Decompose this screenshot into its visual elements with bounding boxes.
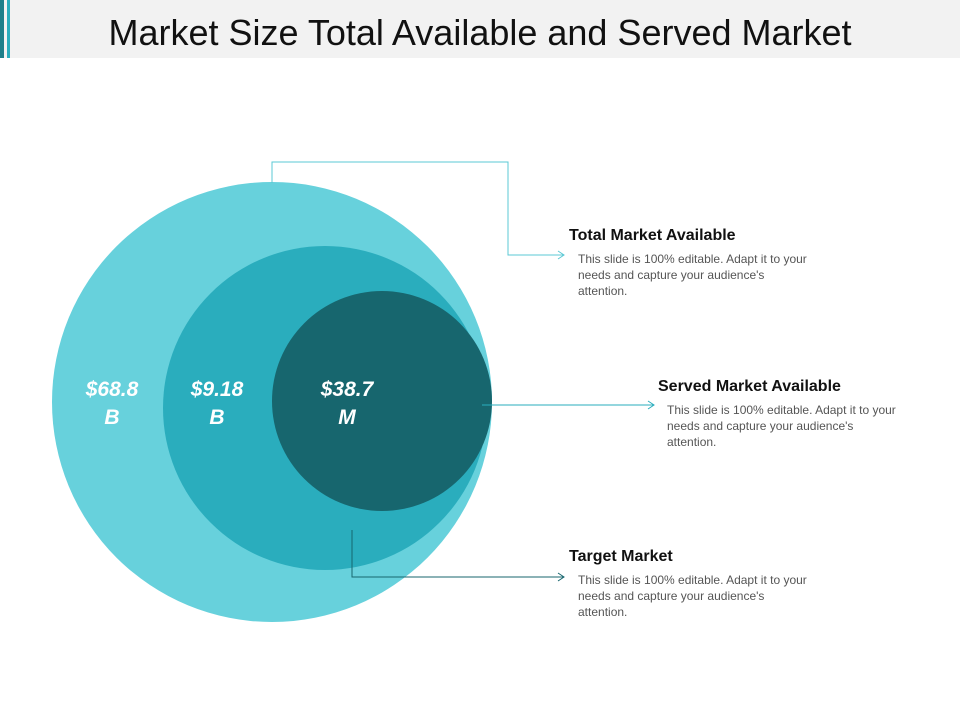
- arrow-head: [557, 250, 565, 260]
- circle-label: $68.8 B: [85, 378, 139, 429]
- connector: [351, 530, 564, 578]
- arrow-head: [647, 400, 655, 410]
- title: Market Size Total Available and Served M…: [108, 12, 852, 53]
- item-title: Target Market: [569, 548, 673, 565]
- header-accent: [7, 0, 10, 58]
- circle-label: $38.7 M: [320, 378, 374, 429]
- target-circle: [272, 291, 492, 511]
- item-text: This slide is 100% editable. Adapt it to…: [578, 252, 807, 298]
- item-title: Total Market Available: [569, 227, 736, 244]
- item: Target Market This slide is 100% editabl…: [569, 548, 809, 620]
- item-title: Served Market Available: [658, 378, 841, 395]
- header-band: [0, 0, 960, 58]
- item-text: This slide is 100% editable. Adapt it to…: [578, 573, 807, 619]
- arrow-head: [557, 572, 565, 582]
- item-text: This slide is 100% editable. Adapt it to…: [667, 403, 896, 449]
- header-accent: [0, 0, 4, 58]
- connector: [271, 161, 564, 256]
- item: Total Market Available This slide is 100…: [569, 227, 809, 299]
- item: Served Market Available This slide is 10…: [658, 378, 898, 450]
- circle-label: $9.18 B: [190, 378, 244, 429]
